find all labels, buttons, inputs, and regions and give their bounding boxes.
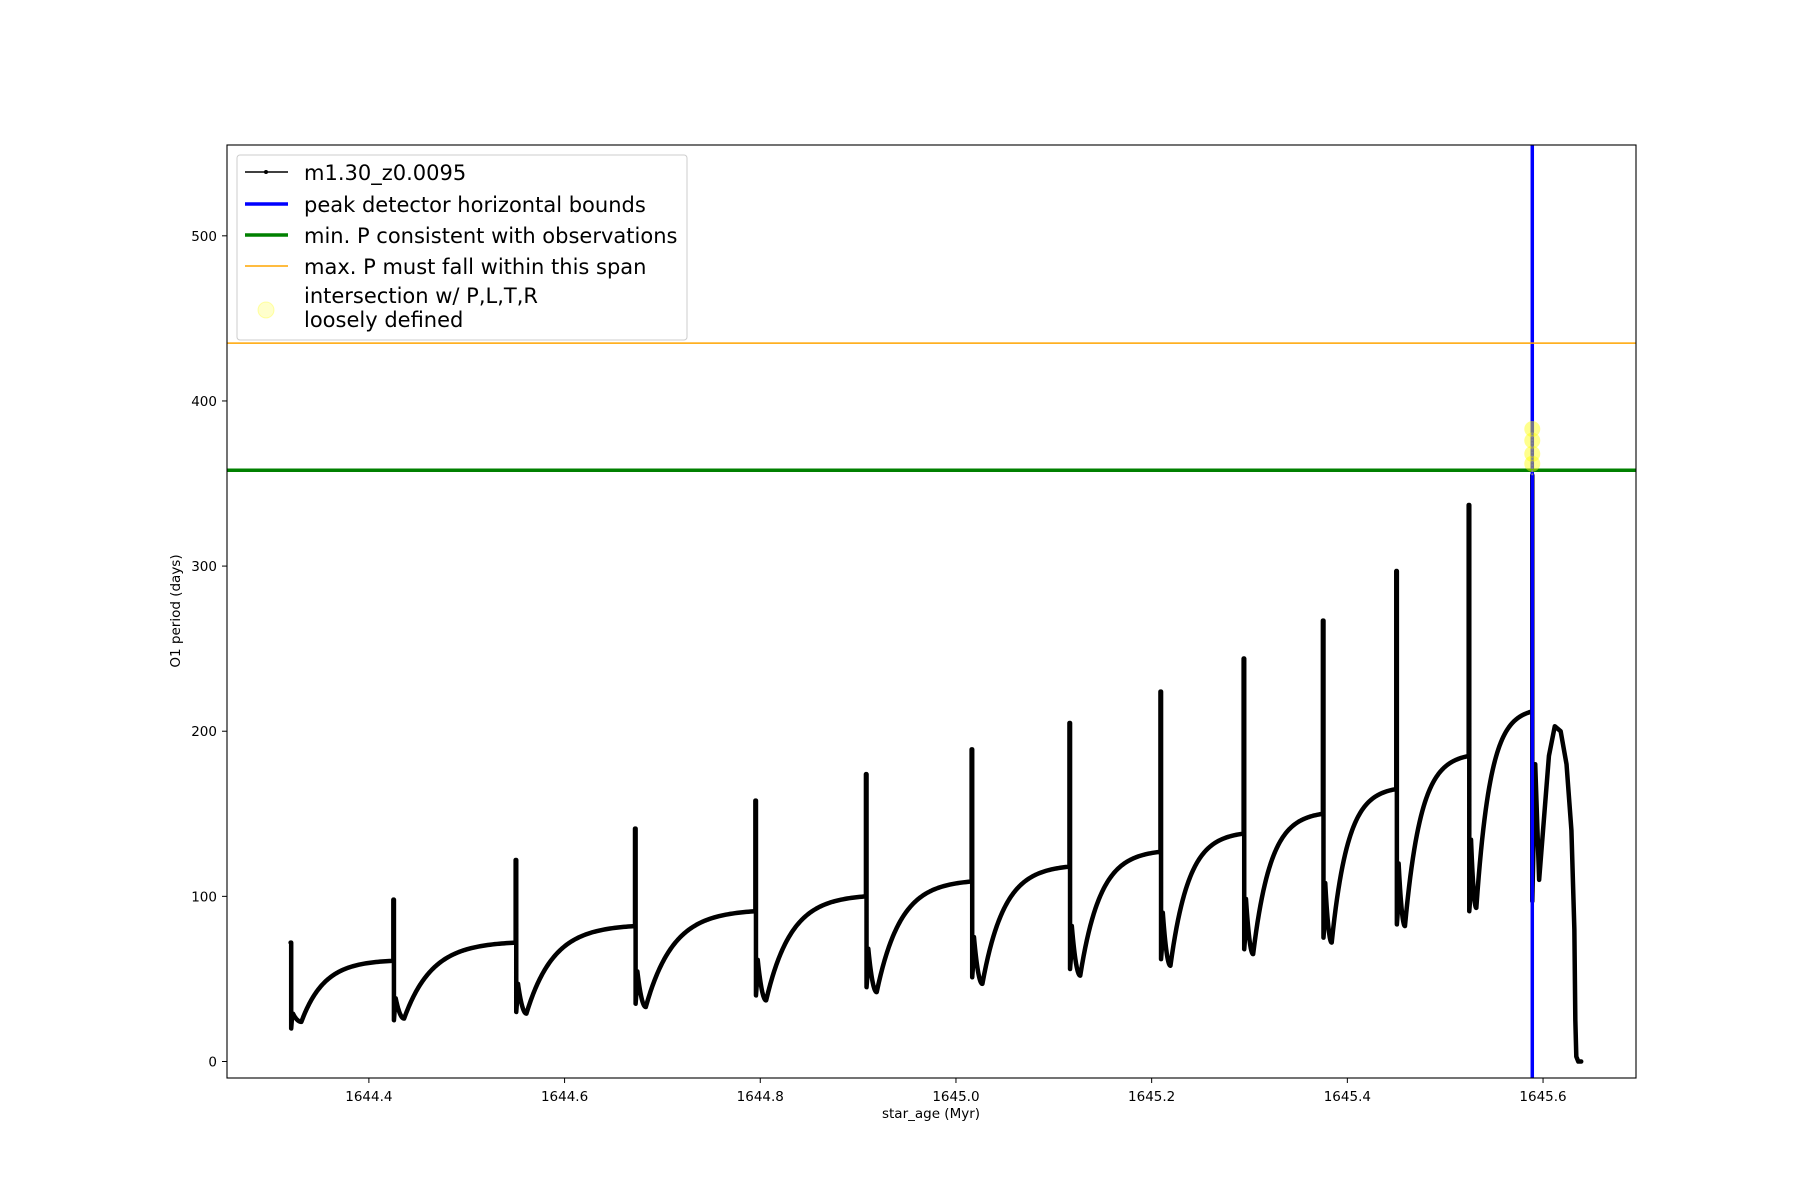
y-tick-label: 0: [208, 1054, 217, 1070]
y-tick-label: 500: [191, 229, 217, 245]
x-tick-label: 1644.8: [737, 1089, 784, 1105]
y-axis: 0 100 200 300 400 500: [191, 229, 227, 1070]
x-tick-label: 1644.4: [345, 1089, 392, 1105]
x-tick-label: 1645.0: [932, 1089, 979, 1105]
model-period-markers: [289, 475, 1583, 1063]
legend-label-intersection: intersection w/ P,L,T,R loosely defined: [304, 284, 538, 332]
x-tick-label: 1644.6: [541, 1089, 588, 1105]
x-tick-label: 1645.2: [1128, 1089, 1175, 1105]
y-tick-label: 200: [191, 724, 217, 740]
plot-frame: [226, 144, 1637, 1079]
legend-label-min-p: min. P consistent with observations: [304, 224, 677, 248]
legend-label-peak-bounds: peak detector horizontal bounds: [304, 193, 646, 217]
legend-handle-yellow-marker: [257, 301, 275, 319]
legend-handle-black-marker: [264, 170, 268, 174]
intersection-marker: [1524, 445, 1541, 462]
y-tick-label: 400: [191, 394, 217, 410]
x-tick-label: 1645.6: [1519, 1089, 1566, 1105]
x-tick-label: 1645.4: [1324, 1089, 1371, 1105]
x-axis: 1644.4 1644.6 1644.8 1645.0 1645.2 1645.4 1645…: [345, 1078, 1567, 1105]
y-axis-label: O1 period (days): [168, 554, 184, 667]
y-tick-label: 300: [191, 559, 217, 575]
legend-label-line: loosely defined: [304, 308, 463, 332]
x-axis-label: star_age (Myr): [882, 1106, 980, 1122]
plot-area: [227, 145, 1636, 1078]
intersection-marker: [1524, 455, 1541, 472]
legend: m1.30_z0.0095 peak detector horizontal b…: [236, 154, 688, 341]
legend-label-model: m1.30_z0.0095: [304, 161, 466, 186]
legend-label-line: intersection w/ P,L,T,R: [304, 284, 538, 308]
intersection-marker: [1524, 421, 1541, 438]
legend-label-max-p: max. P must fall within this span: [304, 255, 646, 279]
legend-frame: [236, 154, 688, 341]
y-tick-label: 100: [191, 889, 217, 905]
